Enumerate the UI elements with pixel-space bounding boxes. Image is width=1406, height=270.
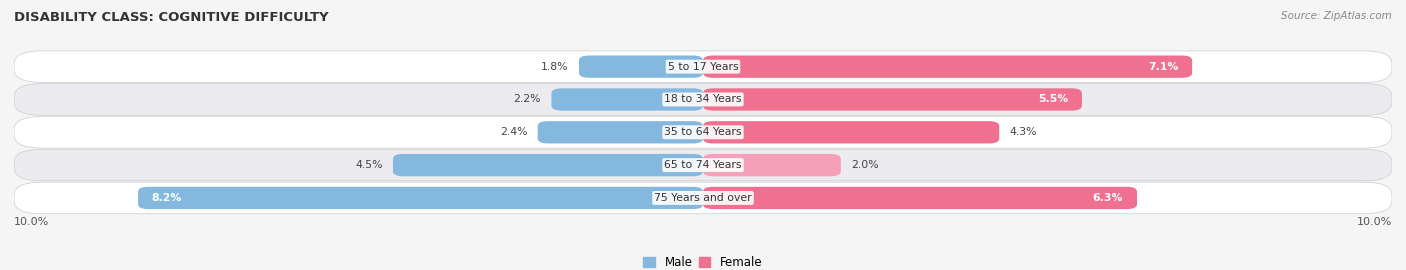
- Text: 75 Years and over: 75 Years and over: [654, 193, 752, 203]
- FancyBboxPatch shape: [703, 154, 841, 176]
- Text: 35 to 64 Years: 35 to 64 Years: [664, 127, 742, 137]
- FancyBboxPatch shape: [703, 121, 1000, 143]
- FancyBboxPatch shape: [14, 149, 1392, 181]
- Text: 10.0%: 10.0%: [1357, 217, 1392, 227]
- Text: 6.3%: 6.3%: [1092, 193, 1123, 203]
- Text: 1.8%: 1.8%: [541, 62, 568, 72]
- FancyBboxPatch shape: [138, 187, 703, 209]
- Text: 5.5%: 5.5%: [1038, 94, 1069, 104]
- Text: 65 to 74 Years: 65 to 74 Years: [664, 160, 742, 170]
- Text: 4.5%: 4.5%: [356, 160, 382, 170]
- Text: 2.0%: 2.0%: [851, 160, 879, 170]
- FancyBboxPatch shape: [14, 117, 1392, 148]
- FancyBboxPatch shape: [14, 51, 1392, 82]
- Text: 8.2%: 8.2%: [152, 193, 183, 203]
- Text: 2.4%: 2.4%: [499, 127, 527, 137]
- FancyBboxPatch shape: [537, 121, 703, 143]
- Text: Source: ZipAtlas.com: Source: ZipAtlas.com: [1281, 11, 1392, 21]
- Text: 4.3%: 4.3%: [1010, 127, 1038, 137]
- FancyBboxPatch shape: [14, 182, 1392, 214]
- Text: 7.1%: 7.1%: [1147, 62, 1178, 72]
- Text: 2.2%: 2.2%: [513, 94, 541, 104]
- FancyBboxPatch shape: [14, 84, 1392, 115]
- Legend: Male, Female: Male, Female: [638, 251, 768, 270]
- Text: 18 to 34 Years: 18 to 34 Years: [664, 94, 742, 104]
- FancyBboxPatch shape: [392, 154, 703, 176]
- Text: 10.0%: 10.0%: [14, 217, 49, 227]
- Text: DISABILITY CLASS: COGNITIVE DIFFICULTY: DISABILITY CLASS: COGNITIVE DIFFICULTY: [14, 11, 329, 24]
- FancyBboxPatch shape: [703, 187, 1137, 209]
- Text: 5 to 17 Years: 5 to 17 Years: [668, 62, 738, 72]
- FancyBboxPatch shape: [703, 56, 1192, 78]
- FancyBboxPatch shape: [579, 56, 703, 78]
- FancyBboxPatch shape: [551, 88, 703, 111]
- FancyBboxPatch shape: [703, 88, 1083, 111]
